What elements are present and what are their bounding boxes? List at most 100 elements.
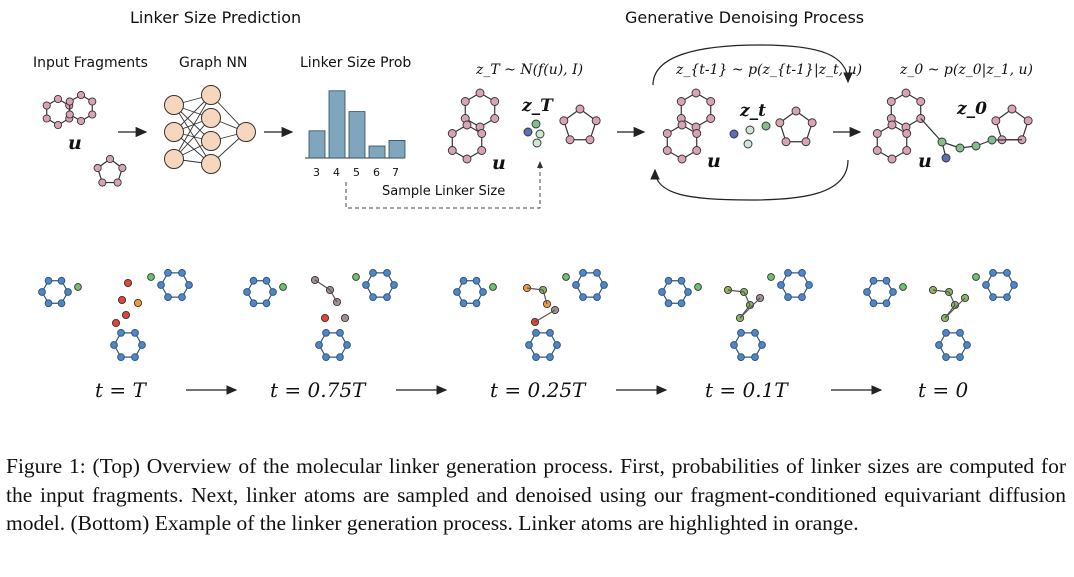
input-fragment-small-ring-atom bbox=[93, 163, 102, 173]
gnn-neuron bbox=[201, 154, 221, 174]
snapshot-t-T-bottom-ring-atom bbox=[117, 329, 125, 337]
hist-tick-4: 4 bbox=[333, 166, 340, 179]
snapshot-t-075T-bottom-ring-atom bbox=[336, 353, 344, 361]
loop-arc-top bbox=[652, 44, 853, 86]
bond bbox=[727, 289, 745, 293]
linker-size-prob-label: Linker Size Prob bbox=[300, 55, 412, 71]
snapshot-t-075T-bottom-ring-atom bbox=[322, 329, 330, 337]
snapshot-t-025T-right-ring-atom bbox=[600, 281, 608, 289]
input-fragment-small-ring-atom bbox=[105, 154, 115, 164]
gnn-neuron bbox=[201, 85, 221, 105]
snapshot-t-01T-bottom-ring-atom bbox=[758, 341, 766, 349]
snapshot-t-01T-anchor bbox=[694, 283, 702, 291]
graph-nn-diagram bbox=[164, 85, 256, 174]
linker-size-prediction-heading: Linker Size Prediction bbox=[130, 8, 302, 27]
zT-fragment-ring-b-atom bbox=[447, 146, 457, 155]
zT-fragment-small-ring-atom bbox=[591, 116, 601, 126]
histogram-bar-6 bbox=[368, 145, 386, 159]
hist-tick-6: 6 bbox=[373, 166, 380, 179]
bond bbox=[932, 289, 950, 293]
zt-distribution: z_{t-1} ~ p(z_{t-1}|z_t, u) bbox=[676, 62, 863, 78]
snapshot-t-01T-anchor bbox=[767, 273, 775, 281]
time-label-01T: t = 0.1T bbox=[705, 378, 788, 402]
zt-fragment-small-ring-atom bbox=[775, 118, 785, 128]
snapshot-t-0-bottom-ring-atom bbox=[956, 353, 964, 361]
snapshot-t-0-left-ring-atom bbox=[882, 299, 891, 308]
input-fragment-ring-a-atom bbox=[53, 120, 63, 130]
snapshot-t-T-right-ring-atom bbox=[164, 293, 172, 301]
u-symbol-zT: u bbox=[492, 152, 506, 174]
bond bbox=[948, 291, 956, 306]
snapshot-t-075T-bottom-ring-atom bbox=[336, 329, 344, 337]
z0-linker-atom bbox=[987, 135, 997, 145]
bond bbox=[329, 289, 338, 303]
zT-fragment-ring-a-atom bbox=[475, 88, 485, 98]
snapshot-t-T bbox=[38, 269, 193, 361]
input-fragment-ring-a-atom bbox=[42, 101, 51, 110]
snapshot-t-075T-linker-atom bbox=[320, 313, 330, 323]
snapshot-t-0-left-ring-atom bbox=[882, 276, 891, 285]
zt-fragment-ring-a-atom bbox=[676, 97, 686, 106]
snapshot-t-01T-left-ring-atom bbox=[677, 276, 686, 285]
gnn-neuron bbox=[164, 149, 184, 169]
zt-label: z_t bbox=[740, 101, 767, 121]
snapshot-t-025T-right-ring-atom bbox=[579, 293, 587, 301]
snapshot-t-075T-right-ring-atom bbox=[362, 281, 370, 289]
snapshot-t-0-right-ring-atom bbox=[982, 281, 990, 289]
sample-linker-dashed-path bbox=[345, 161, 543, 209]
zT-fragment-ring-b-atom bbox=[462, 120, 472, 130]
zT-label: z_T bbox=[522, 96, 553, 116]
snapshot-t-075T-left-ring-atom bbox=[262, 276, 271, 285]
z0-fragment-small-ring-atom bbox=[1023, 116, 1033, 126]
zt-noise-atom bbox=[745, 125, 755, 135]
input-fragments-label: Input Fragments bbox=[33, 55, 148, 71]
snapshot-t-T-linker-atom bbox=[117, 295, 127, 305]
z0-fragment-ring-a-atom bbox=[901, 88, 911, 98]
snapshot-t-025T-left-ring-atom bbox=[459, 299, 468, 308]
loop-arc-bottom bbox=[650, 159, 849, 201]
snapshot-t-075T-linker-atom bbox=[340, 313, 350, 323]
snapshot-t-T-bottom-ring-atom bbox=[131, 353, 139, 361]
snapshot-t-025T-right-ring-atom bbox=[579, 269, 587, 277]
snapshot-t-0-anchor bbox=[972, 273, 980, 281]
zt-fragment-small-ring-atom bbox=[791, 106, 801, 116]
snapshot-t-0 bbox=[863, 269, 1018, 361]
snapshot-t-01T-right-ring-atom bbox=[805, 281, 813, 289]
zt-fragment-small-ring-atom bbox=[781, 137, 791, 147]
input-fragment-ring-b-atom bbox=[65, 97, 74, 106]
snapshot-t-025T-left-ring-atom bbox=[472, 299, 481, 308]
zT-fragment-ring-a-atom bbox=[490, 97, 500, 106]
u-symbol-z0: u bbox=[918, 150, 932, 172]
time-label-0: t = 0 bbox=[918, 378, 969, 402]
gnn-neuron bbox=[164, 95, 184, 115]
snapshot-t-01T-bottom-ring-atom bbox=[730, 341, 738, 349]
snapshot-t-T-left-ring-atom bbox=[57, 299, 66, 308]
histogram-bar-3 bbox=[308, 130, 326, 159]
hist-tick-7: 7 bbox=[392, 166, 399, 179]
snapshot-t-075T-left-ring-atom bbox=[269, 288, 277, 296]
z0-fragment-ring-b-atom bbox=[902, 146, 912, 155]
bond bbox=[314, 279, 331, 291]
bond bbox=[542, 289, 548, 305]
snapshot-t-075T-right-ring-atom bbox=[383, 269, 391, 277]
snapshot-t-01T-right-ring-atom bbox=[784, 269, 792, 277]
snapshot-t-0-right-ring-atom bbox=[1003, 293, 1011, 301]
snapshot-t-0-bottom-ring-atom bbox=[963, 341, 971, 349]
z0-fragment-ring-a-atom bbox=[886, 97, 896, 106]
z0-fragment-ring-b-atom bbox=[902, 129, 912, 138]
snapshot-t-01T bbox=[658, 269, 813, 361]
sample-linker-size-label: Sample Linker Size bbox=[382, 184, 506, 199]
snapshot-t-0-right-ring-atom bbox=[1003, 269, 1011, 277]
snapshot-t-T-right-ring-atom bbox=[178, 269, 186, 277]
zT-fragment-small-ring-atom bbox=[585, 135, 595, 145]
snapshot-t-T-anchor bbox=[74, 283, 82, 291]
z0-fragment-ring-b-atom bbox=[887, 120, 897, 130]
zt-noise-atom bbox=[743, 139, 753, 149]
snapshot-t-075T-right-ring-atom bbox=[383, 293, 391, 301]
snapshot-t-T-right-ring-atom bbox=[185, 281, 193, 289]
zT-fragment-ring-b-atom bbox=[447, 129, 457, 138]
snapshot-t-T-linker-atom bbox=[121, 310, 131, 320]
snapshot-t-T-anchor bbox=[147, 273, 155, 281]
zt-fragment-ring-b-atom bbox=[677, 154, 687, 164]
snapshot-t-075T-right-ring-atom bbox=[390, 281, 398, 289]
